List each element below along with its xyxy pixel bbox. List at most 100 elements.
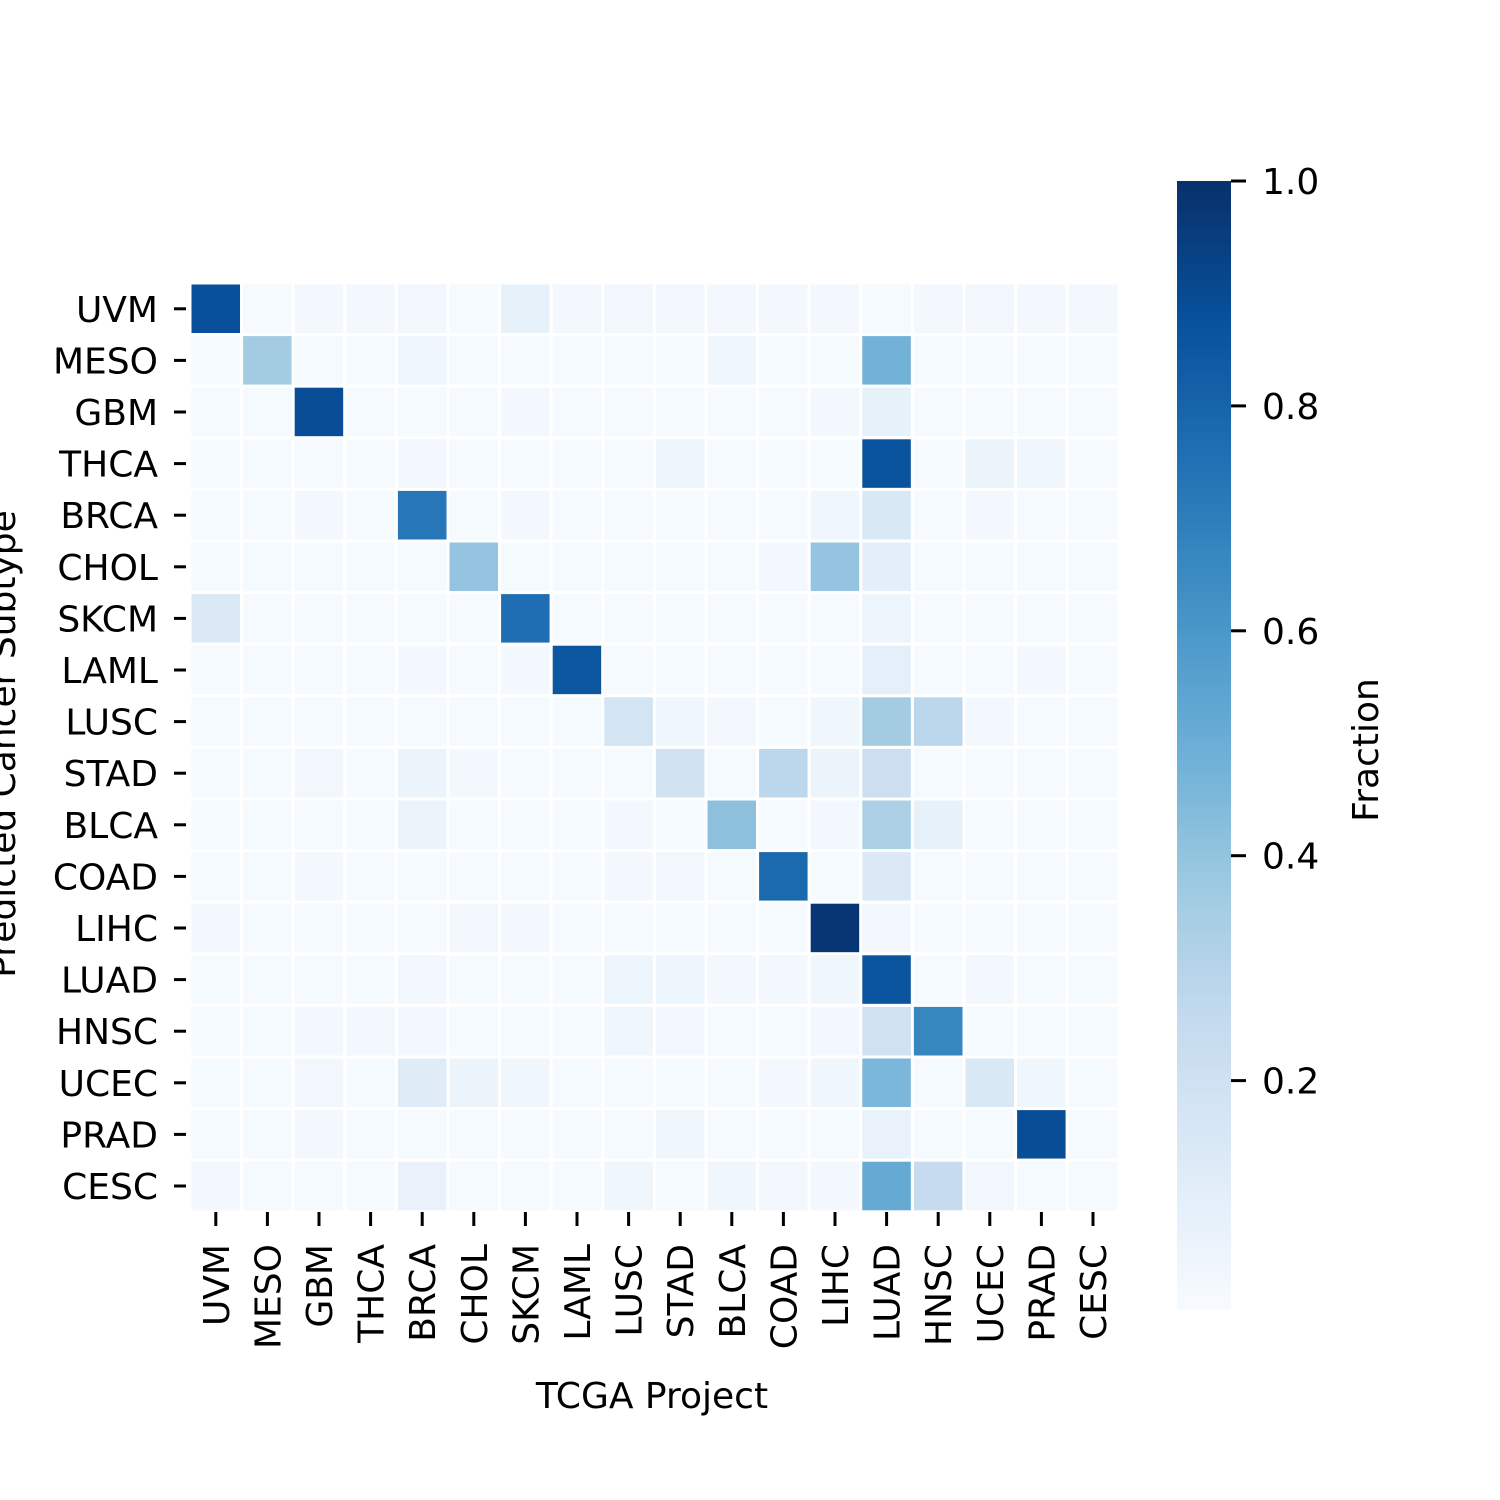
heatmap-cell-gbm-stad (652, 384, 708, 440)
heatmap-cell-lihc-lusc (601, 900, 656, 956)
heatmap-cell-skcm-thca (343, 591, 398, 646)
heatmap-cell-lihc-ucec (962, 900, 1018, 956)
heatmap-cell-gbm-gbm (291, 384, 347, 440)
y-tick-label: BRCA (60, 496, 158, 537)
heatmap-cell-skcm-hnsc (910, 591, 966, 646)
heatmap-cell-lusc-laml (549, 694, 605, 749)
heatmap-cell-gbm-ucec (962, 384, 1018, 440)
heatmap-cell-chol-chol (446, 539, 502, 595)
heatmap-cell-laml-stad (652, 642, 708, 698)
x-tick-label: UVM (197, 1244, 238, 1326)
heatmap-cell-gbm-hnsc (910, 384, 966, 440)
heatmap-cell-uvm-cesc (1065, 281, 1121, 337)
heatmap-cell-ucec-stad (652, 1055, 708, 1111)
heatmap-cell-stad-skcm (498, 745, 553, 801)
heatmap-cell-chol-hnsc (910, 539, 966, 595)
heatmap-cell-thca-blca (704, 436, 760, 491)
heatmap-cell-uvm-skcm (498, 281, 553, 337)
heatmap-cell-brca-brca (394, 487, 450, 543)
heatmap-cell-thca-luad (859, 436, 914, 491)
heatmap-cell-prad-chol (446, 1107, 502, 1162)
heatmap-cell-stad-stad (652, 745, 708, 801)
heatmap-cell-chol-coad (756, 539, 811, 595)
heatmap-cell-luad-chol (446, 952, 502, 1007)
heatmap-cell-blca-luad (859, 797, 914, 853)
heatmap-cell-blca-chol (446, 797, 502, 853)
heatmap-cell-uvm-hnsc (910, 281, 966, 337)
heatmap-cell-skcm-gbm (291, 591, 347, 646)
heatmap-cell-prad-thca (343, 1107, 398, 1162)
heatmap-cell-meso-laml (549, 333, 605, 388)
heatmap-cell-cesc-stad (652, 1158, 708, 1214)
heatmap-cell-lihc-brca (394, 900, 450, 956)
heatmap-cell-lihc-stad (652, 900, 708, 956)
heatmap-cell-hnsc-uvm (188, 1003, 244, 1059)
heatmap-cell-gbm-thca (343, 384, 398, 440)
y-tick-label: STAD (64, 754, 158, 795)
heatmap-cell-lusc-skcm (498, 694, 553, 749)
heatmap-cell-hnsc-laml (549, 1003, 605, 1059)
heatmap-cell-hnsc-coad (756, 1003, 811, 1059)
heatmap-cell-coad-chol (446, 849, 502, 904)
x-axis-ticks: UVM MESO GBM THCA BRCA CHOL SKCM LAML LUSC STAD BL… (197, 1212, 1115, 1349)
heatmap-cell-uvm-thca (343, 281, 398, 337)
heatmap-cell-cesc-hnsc (910, 1158, 966, 1214)
heatmap-cell-coad-skcm (498, 849, 553, 904)
heatmap-cell-thca-hnsc (910, 436, 966, 491)
y-tick-label: PRAD (60, 1115, 158, 1156)
heatmap-cell-skcm-uvm (188, 591, 244, 646)
heatmap-cell-lihc-skcm (498, 900, 553, 956)
colorbar (1177, 181, 1231, 1310)
heatmap-cell-cesc-chol (446, 1158, 502, 1214)
heatmap-cell-coad-thca (343, 849, 398, 904)
heatmap-cell-cesc-uvm (188, 1158, 244, 1214)
heatmap-cell-thca-chol (446, 436, 502, 491)
heatmap-cell-lihc-thca (343, 900, 398, 956)
y-tick-label: LIHC (75, 909, 158, 950)
heatmap-cell-thca-brca (394, 436, 450, 491)
heatmap-cell-cesc-coad (756, 1158, 811, 1214)
heatmap-cell-thca-cesc (1065, 436, 1121, 491)
heatmap-cell-stad-lusc (601, 745, 656, 801)
heatmap-cell-blca-thca (343, 797, 398, 853)
heatmap-cell-chol-gbm (291, 539, 347, 595)
heatmap-cell-brca-uvm (188, 487, 244, 543)
heatmap-cell-skcm-blca (704, 591, 760, 646)
heatmap-cell-thca-uvm (188, 436, 244, 491)
heatmap-cell-gbm-lusc (601, 384, 656, 440)
heatmap-cell-coad-brca (394, 849, 450, 904)
heatmap-cell-laml-chol (446, 642, 502, 698)
heatmap-cell-laml-thca (343, 642, 398, 698)
heatmap-cell-blca-skcm (498, 797, 553, 853)
heatmap-cell-thca-ucec (962, 436, 1018, 491)
heatmap-cell-laml-coad (756, 642, 811, 698)
heatmap-cell-stad-lihc (807, 745, 863, 801)
heatmap-cell-chol-skcm (498, 539, 553, 595)
heatmap-cell-blca-stad (652, 797, 708, 853)
heatmap-cell-meso-gbm (291, 333, 347, 388)
heatmap-cell-lusc-luad (859, 694, 914, 749)
heatmap-cell-cesc-blca (704, 1158, 760, 1214)
heatmap-cell-cesc-luad (859, 1158, 914, 1214)
heatmap-cell-stad-meso (240, 745, 295, 801)
heatmap-cell-gbm-meso (240, 384, 295, 440)
y-tick-label: BLCA (63, 806, 158, 847)
x-tick-label: MESO (248, 1244, 289, 1349)
heatmap-cell-uvm-lusc (601, 281, 656, 337)
heatmap-cell-brca-chol (446, 487, 502, 543)
heatmap-cell-hnsc-lihc (807, 1003, 863, 1059)
heatmap-cell-lihc-prad (1014, 900, 1069, 956)
y-tick-label: MESO (53, 341, 158, 382)
heatmap-cell-uvm-laml (549, 281, 605, 337)
heatmap-cell-blca-brca (394, 797, 450, 853)
heatmap-cell-gbm-skcm (498, 384, 553, 440)
heatmap-cell-chol-ucec (962, 539, 1018, 595)
heatmap-cell-hnsc-stad (652, 1003, 708, 1059)
heatmap-cell-laml-blca (704, 642, 760, 698)
heatmap-cell-skcm-chol (446, 591, 502, 646)
heatmap-cell-hnsc-skcm (498, 1003, 553, 1059)
heatmap-cell-lusc-prad (1014, 694, 1069, 749)
heatmap-cell-gbm-lihc (807, 384, 863, 440)
colorbar-tick-label: 0.2 (1262, 1062, 1319, 1103)
heatmap-cell-meso-blca (704, 333, 760, 388)
